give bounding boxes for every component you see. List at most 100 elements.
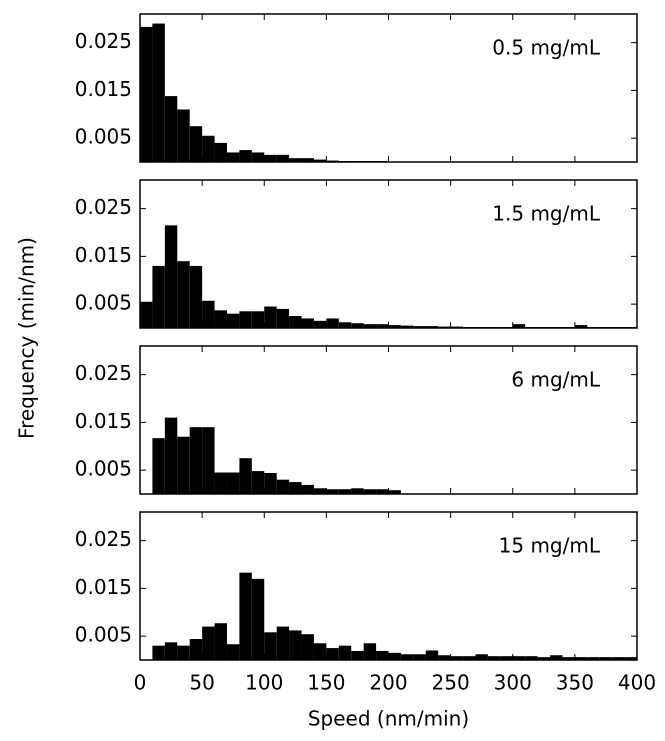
bar [189, 126, 203, 162]
y-tick-label: 0.005 [75, 291, 132, 315]
bar [226, 644, 240, 660]
bar [313, 488, 327, 494]
y-axis-label: Frequency (min/nm) [15, 237, 39, 439]
y-tick-label: 0.025 [75, 29, 132, 53]
bar [574, 325, 588, 328]
x-tick-label: 150 [307, 671, 345, 695]
bar [388, 652, 401, 660]
bar [400, 654, 414, 660]
bar [425, 326, 439, 328]
bar [376, 324, 389, 328]
bar [289, 316, 302, 328]
bar [177, 436, 190, 494]
y-tick-label: 0.005 [75, 623, 132, 647]
bar [388, 325, 401, 328]
bar [313, 643, 327, 660]
bar [251, 152, 265, 162]
x-tick-label: 100 [245, 671, 283, 695]
bar [363, 489, 377, 494]
bar [276, 154, 290, 162]
bar [376, 650, 389, 660]
bar [214, 142, 227, 162]
bar [338, 645, 352, 660]
bar [512, 324, 526, 328]
bar [413, 654, 426, 660]
bar [326, 318, 339, 328]
bar [289, 158, 302, 162]
bar [264, 154, 277, 162]
bar [301, 158, 314, 162]
x-tick-label: 50 [189, 671, 214, 695]
bar [313, 320, 327, 328]
annotation: 1.5 mg/mL [492, 202, 601, 226]
bar [413, 326, 426, 328]
bar [202, 300, 215, 328]
bar [351, 488, 364, 494]
bar [400, 325, 414, 328]
y-tick-label: 0.015 [75, 575, 132, 599]
bar [264, 306, 277, 328]
bar [289, 482, 302, 494]
bar [438, 655, 451, 660]
x-tick-label: 250 [432, 671, 470, 695]
bar [574, 657, 588, 660]
bar [177, 645, 190, 660]
bar [264, 632, 277, 660]
x-tick-label: 400 [618, 671, 656, 695]
bar [289, 630, 302, 660]
bar [512, 656, 526, 660]
bar [612, 657, 625, 660]
bar [463, 656, 476, 660]
bar [152, 23, 165, 163]
bar [214, 310, 227, 328]
bar [276, 626, 290, 660]
bar [164, 96, 178, 162]
y-tick-label: 0.025 [75, 361, 132, 385]
bar [202, 626, 215, 660]
bar [376, 489, 389, 494]
bar [202, 135, 215, 162]
bar [226, 472, 240, 494]
bar [425, 650, 439, 660]
y-tick-label: 0.005 [75, 457, 132, 481]
bar [500, 656, 513, 660]
bar [587, 657, 600, 660]
bar [239, 311, 252, 328]
bar [152, 265, 165, 328]
bar [164, 225, 178, 328]
bar [338, 322, 352, 328]
bar [264, 472, 277, 494]
bar [164, 642, 178, 660]
bar [562, 657, 575, 660]
bar [388, 490, 401, 494]
x-tick-label: 200 [369, 671, 407, 695]
bar [351, 650, 364, 660]
x-axis-label: Speed (nm/min) [308, 707, 469, 731]
bar [189, 265, 203, 328]
bar [301, 318, 314, 328]
bar [177, 261, 190, 328]
bar [164, 417, 178, 494]
bar [239, 458, 252, 494]
y-tick-label: 0.025 [75, 527, 132, 551]
bar [450, 656, 464, 660]
bar [313, 159, 327, 162]
bar [226, 152, 240, 162]
bar [177, 109, 190, 162]
y-tick-label: 0.005 [75, 125, 132, 149]
bar [214, 472, 227, 494]
bar [487, 656, 501, 660]
bar [152, 438, 165, 494]
bar [525, 656, 538, 660]
bar [251, 311, 265, 328]
bar [301, 634, 314, 660]
bar [226, 313, 240, 328]
bar [475, 654, 488, 660]
bar [363, 324, 377, 328]
bar [276, 308, 290, 328]
bar [301, 484, 314, 494]
bar [624, 657, 637, 660]
bar [140, 26, 153, 163]
y-tick-label: 0.025 [75, 195, 132, 219]
